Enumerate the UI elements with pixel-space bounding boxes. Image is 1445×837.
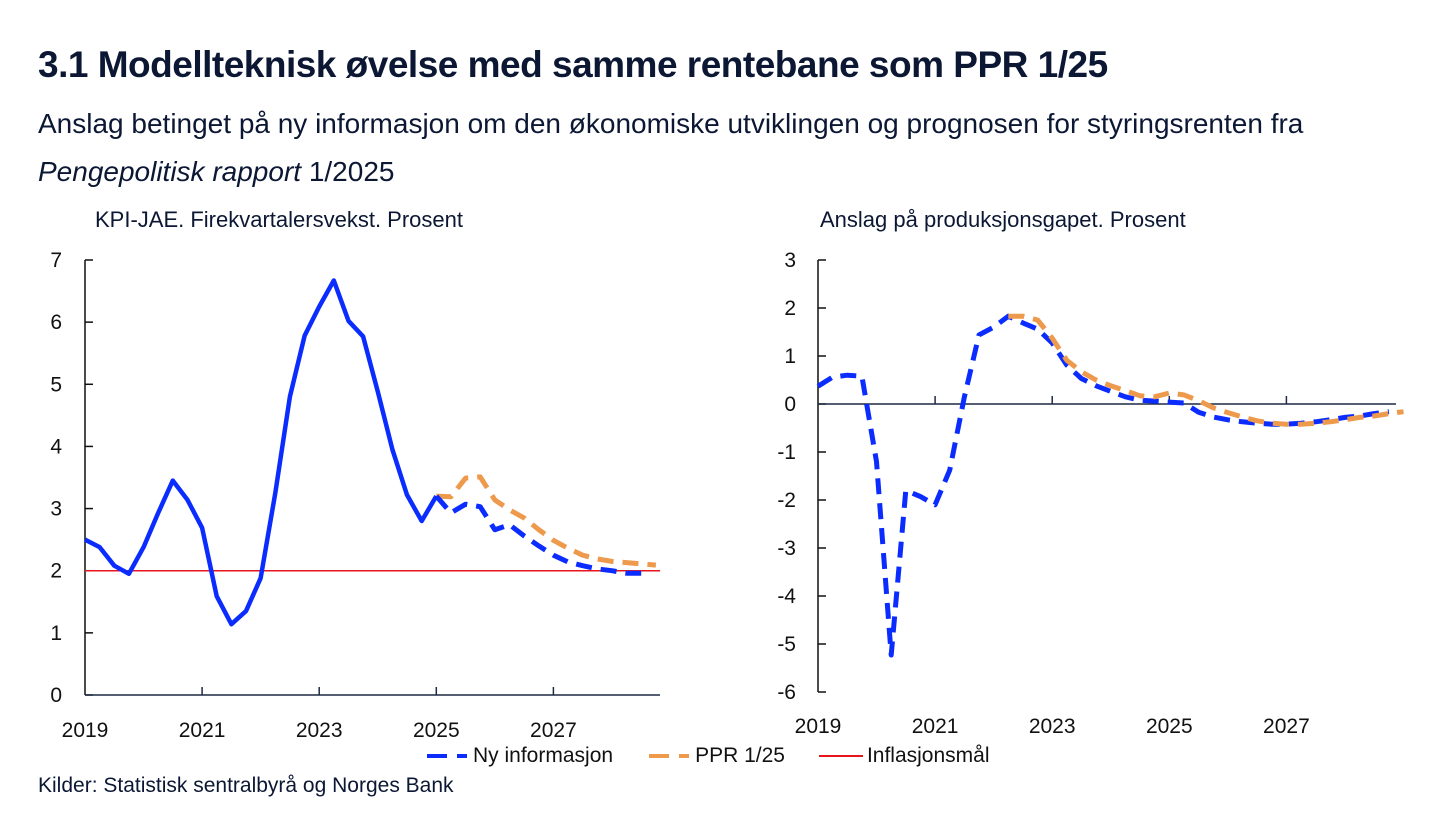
x-tick-label: 2019 xyxy=(62,719,109,742)
y-tick-label: -5 xyxy=(777,633,796,656)
left-chart-kpi-jae: 0 1 2 3 4 5 6 7 2019 2021 2023 2025 2027 xyxy=(50,249,660,742)
y-tick-label: -3 xyxy=(777,537,796,560)
subtitle-italic: Pengepolitisk rapport xyxy=(38,156,302,187)
left-chart-title: KPI-JAE. Firekvartalersvekst. Prosent xyxy=(95,207,463,232)
legend: Ny informasjon PPR 1/25 Inflasjonsmål xyxy=(425,744,1024,768)
y-tick-label: 2 xyxy=(50,560,62,583)
legend-item-inflasjonsmal: Inflasjonsmål xyxy=(818,744,990,768)
x-tick-label: 2023 xyxy=(1029,715,1076,738)
legend-item-ny-informasjon: Ny informasjon xyxy=(425,744,613,768)
page-subtitle: Anslag betinget på ny informasjon om den… xyxy=(38,100,1338,196)
subtitle-text: Anslag betinget på ny informasjon om den… xyxy=(38,108,1304,139)
x-tick-label: 2027 xyxy=(530,719,577,742)
page-title: 3.1 Modellteknisk øvelse med samme rente… xyxy=(38,44,1108,85)
legend-swatch-red-solid xyxy=(818,750,863,762)
y-tick-label: 2 xyxy=(784,297,796,320)
y-tick-label: 0 xyxy=(50,684,62,707)
series-ppr-1-25-dashed xyxy=(1008,313,1404,427)
y-tick-label: 1 xyxy=(784,345,796,368)
right-chart-output-gap: 3 2 1 0 -1 -2 -3 -4 -5 -6 2019 2021 2023 2025 2027 xyxy=(777,249,1404,738)
y-tick-label: -2 xyxy=(777,489,796,512)
y-tick-label: 3 xyxy=(50,498,62,521)
legend-item-ppr: PPR 1/25 xyxy=(647,744,785,768)
y-tick-label: -1 xyxy=(777,441,796,464)
y-tick-label: 7 xyxy=(50,249,62,272)
x-tick-label: 2027 xyxy=(1263,715,1310,738)
series-ny-informasjon-dashed xyxy=(816,313,1390,658)
x-tick-label: 2023 xyxy=(296,719,343,742)
y-tick-label: 1 xyxy=(50,622,62,645)
y-tick-label: -6 xyxy=(777,681,796,704)
x-tick-label: 2019 xyxy=(795,715,842,738)
x-tick-label: 2025 xyxy=(1146,715,1193,738)
y-tick-label: 6 xyxy=(50,311,62,334)
subtitle-text-end: 1/2025 xyxy=(301,156,395,187)
series-ny-informasjon-historikk-solid xyxy=(83,278,439,627)
x-tick-label: 2021 xyxy=(179,719,226,742)
right-chart-title: Anslag på produksjonsgapet. Prosent xyxy=(820,207,1186,232)
y-tick-label: 4 xyxy=(50,435,62,458)
legend-swatch-blue-dashed xyxy=(425,750,469,762)
y-tick-label: 3 xyxy=(784,249,796,272)
legend-label: Inflasjonsmål xyxy=(866,744,990,767)
x-tick-label: 2021 xyxy=(912,715,959,738)
legend-swatch-orange-dashed xyxy=(647,750,691,762)
y-tick-label: 5 xyxy=(50,373,62,396)
y-tick-label: 0 xyxy=(784,393,796,416)
series-ny-informasjon-dashed xyxy=(434,494,642,576)
legend-label: Ny informasjon xyxy=(473,744,614,767)
y-tick-label: -4 xyxy=(777,585,796,608)
series-ppr-1-25-dashed xyxy=(436,474,657,568)
legend-label: PPR 1/25 xyxy=(695,744,785,767)
source-note: Kilder: Statistisk sentralbyrå og Norges… xyxy=(38,774,454,797)
x-tick-label: 2025 xyxy=(413,719,460,742)
